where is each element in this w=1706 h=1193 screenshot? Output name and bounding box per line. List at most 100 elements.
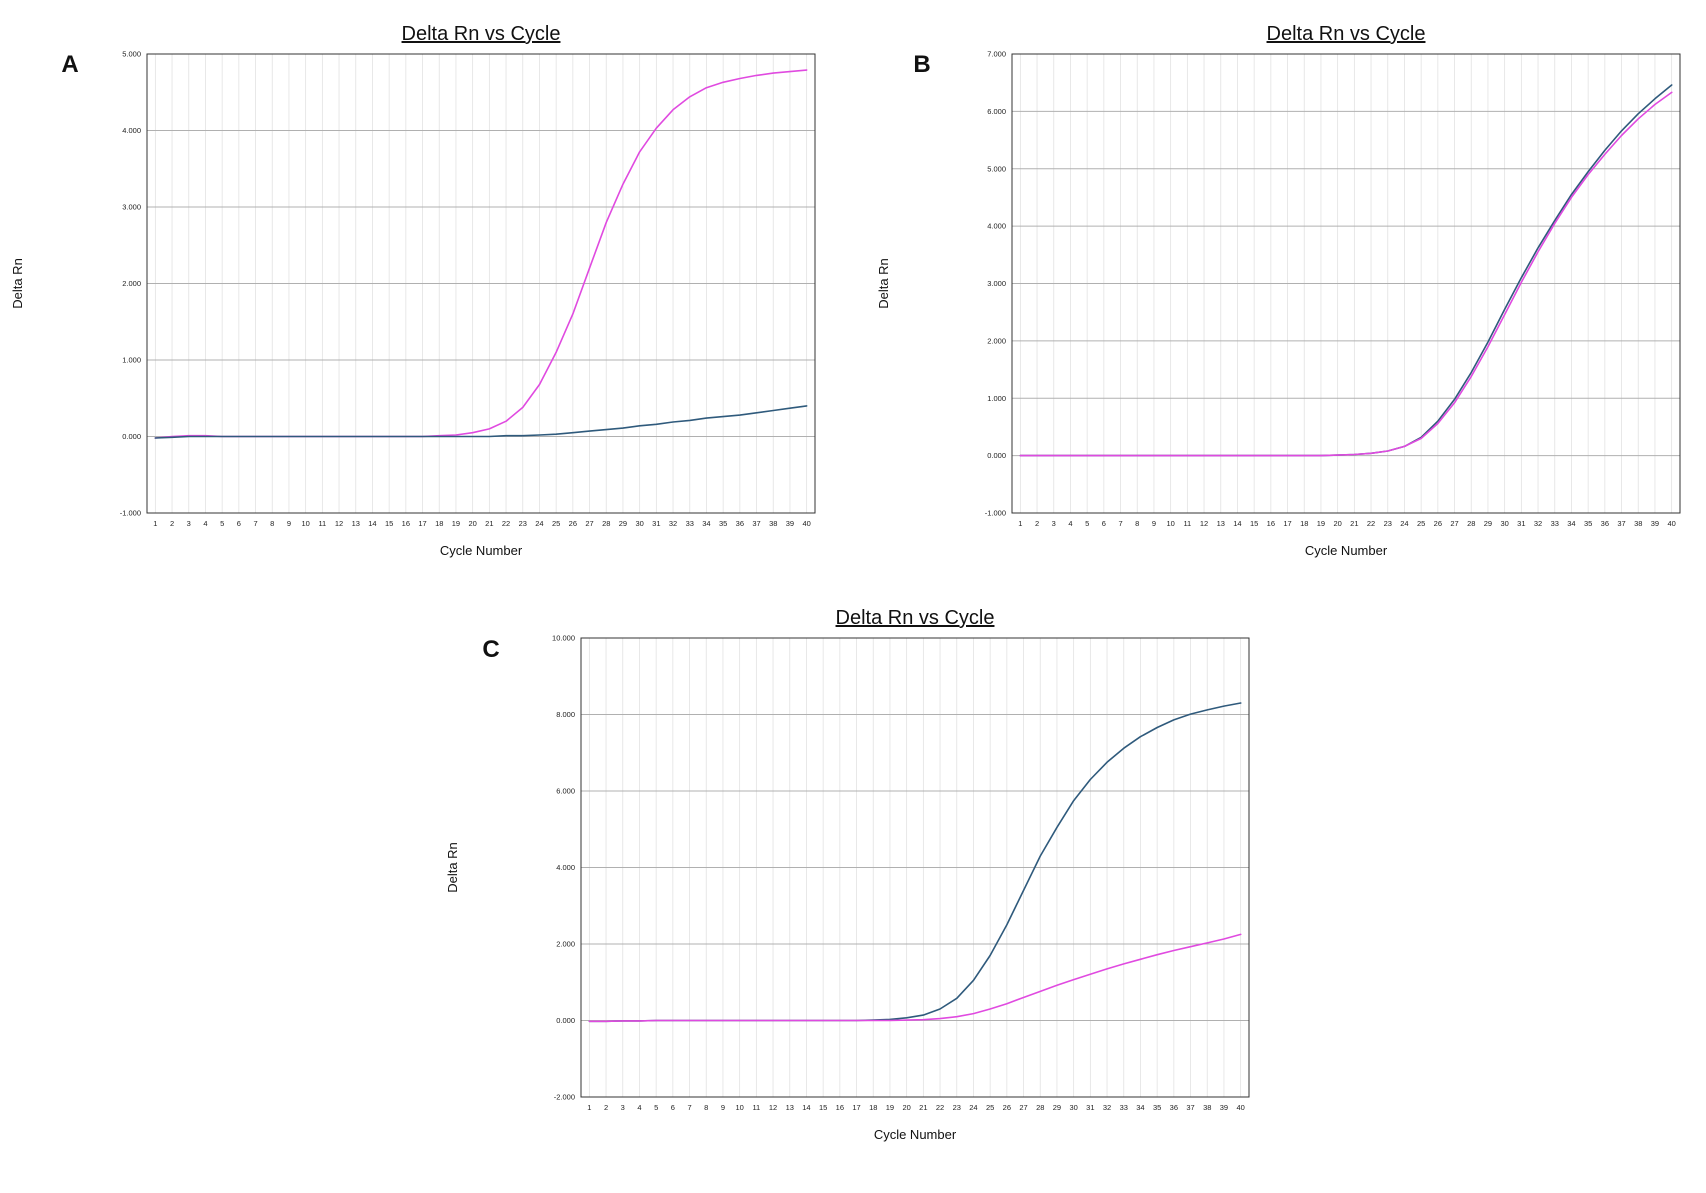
x-tick-label: 30 [1069, 1103, 1077, 1112]
y-tick-label: 0.000 [987, 451, 1006, 460]
x-tick-label: 12 [335, 519, 343, 528]
x-tick-label: 28 [602, 519, 610, 528]
x-tick-label: 21 [919, 1103, 927, 1112]
x-tick-label: 21 [1350, 519, 1358, 528]
y-axis-label: Delta Rn [876, 258, 891, 309]
x-tick-label: 34 [1136, 1103, 1144, 1112]
x-tick-label: 35 [1153, 1103, 1161, 1112]
x-tick-label: 6 [1102, 519, 1106, 528]
x-tick-label: 17 [418, 519, 426, 528]
x-tick-label: 13 [352, 519, 360, 528]
x-tick-label: 29 [1053, 1103, 1061, 1112]
x-tick-label: 15 [1250, 519, 1258, 528]
y-tick-label: 4.000 [987, 222, 1006, 231]
y-tick-label: 8.000 [556, 710, 575, 719]
x-tick-label: 33 [686, 519, 694, 528]
y-tick-label: 7.000 [987, 50, 1006, 59]
y-tick-label: 0.000 [122, 432, 141, 441]
x-tick-label: 39 [786, 519, 794, 528]
x-tick-label: 6 [671, 1103, 675, 1112]
x-tick-label: 24 [535, 519, 543, 528]
x-tick-label: 8 [270, 519, 274, 528]
y-tick-label: 0.000 [556, 1016, 575, 1025]
x-tick-label: 2 [170, 519, 174, 528]
series-line-blue [1019, 84, 1673, 457]
x-tick-label: 18 [435, 519, 443, 528]
x-tick-label: 37 [1186, 1103, 1194, 1112]
x-tick-label: 4 [637, 1103, 641, 1112]
chart-title: Delta Rn vs Cycle [1267, 23, 1426, 45]
x-tick-label: 2 [604, 1103, 608, 1112]
x-tick-label: 36 [736, 519, 744, 528]
panel-letter: A [61, 51, 78, 78]
x-tick-label: 15 [819, 1103, 827, 1112]
y-tick-label: 6.000 [556, 787, 575, 796]
y-tick-label: 3.000 [122, 203, 141, 212]
x-tick-label: 2 [1035, 519, 1039, 528]
x-axis-label: Cycle Number [440, 543, 523, 558]
x-tick-label: 16 [1267, 519, 1275, 528]
x-tick-label: 19 [452, 519, 460, 528]
y-tick-label: 5.000 [122, 50, 141, 59]
chart-title: Delta Rn vs Cycle [402, 23, 561, 45]
x-tick-label: 19 [886, 1103, 894, 1112]
x-tick-label: 3 [621, 1103, 625, 1112]
x-tick-label: 22 [936, 1103, 944, 1112]
y-tick-label: 3.000 [987, 279, 1006, 288]
y-tick-label: 1.000 [987, 394, 1006, 403]
y-tick-label: 6.000 [987, 107, 1006, 116]
x-tick-label: 19 [1317, 519, 1325, 528]
x-tick-label: 13 [1217, 519, 1225, 528]
x-tick-label: 24 [1400, 519, 1408, 528]
x-axis-label: Cycle Number [874, 1127, 957, 1142]
x-tick-label: 33 [1551, 519, 1559, 528]
x-tick-label: 9 [287, 519, 291, 528]
x-tick-label: 6 [237, 519, 241, 528]
x-tick-label: 26 [1434, 519, 1442, 528]
x-tick-label: 20 [902, 1103, 910, 1112]
y-tick-label: 10.000 [552, 634, 575, 643]
x-tick-label: 23 [953, 1103, 961, 1112]
x-tick-label: 37 [752, 519, 760, 528]
x-tick-label: 20 [1333, 519, 1341, 528]
x-tick-label: 1 [1018, 519, 1022, 528]
x-tick-label: 34 [702, 519, 710, 528]
x-tick-label: 23 [519, 519, 527, 528]
y-tick-label: -2.000 [554, 1093, 575, 1102]
x-tick-label: 35 [719, 519, 727, 528]
y-tick-label: 1.000 [122, 356, 141, 365]
x-tick-label: 35 [1584, 519, 1592, 528]
x-tick-label: 36 [1601, 519, 1609, 528]
x-tick-label: 17 [852, 1103, 860, 1112]
x-tick-label: 9 [721, 1103, 725, 1112]
x-tick-label: 22 [1367, 519, 1375, 528]
panel-letter: C [482, 636, 499, 663]
x-tick-label: 40 [802, 519, 810, 528]
x-tick-label: 27 [1019, 1103, 1027, 1112]
x-tick-label: 32 [669, 519, 677, 528]
x-tick-label: 5 [220, 519, 224, 528]
y-tick-label: 2.000 [122, 279, 141, 288]
x-tick-label: 14 [802, 1103, 810, 1112]
x-tick-label: 36 [1170, 1103, 1178, 1112]
chart-panel-b: -1.000 0.000 1.000 2.000 3.000 4.000 5.000 6.00… [876, 23, 1681, 558]
x-tick-label: 15 [385, 519, 393, 528]
series-line-magenta [154, 69, 808, 439]
plot-frame [146, 53, 816, 514]
y-tick-label: 5.000 [987, 164, 1006, 173]
x-tick-label: 8 [1135, 519, 1139, 528]
x-tick-label: 29 [1484, 519, 1492, 528]
x-tick-label: 31 [1086, 1103, 1094, 1112]
x-tick-label: 7 [253, 519, 257, 528]
x-tick-label: 24 [969, 1103, 977, 1112]
x-axis-label: Cycle Number [1305, 543, 1388, 558]
x-tick-label: 11 [318, 519, 326, 528]
x-tick-label: 28 [1036, 1103, 1044, 1112]
x-tick-label: 27 [1450, 519, 1458, 528]
chart-title: Delta Rn vs Cycle [836, 607, 995, 629]
y-tick-label: 4.000 [556, 863, 575, 872]
x-tick-label: 1 [153, 519, 157, 528]
x-tick-label: 18 [1300, 519, 1308, 528]
